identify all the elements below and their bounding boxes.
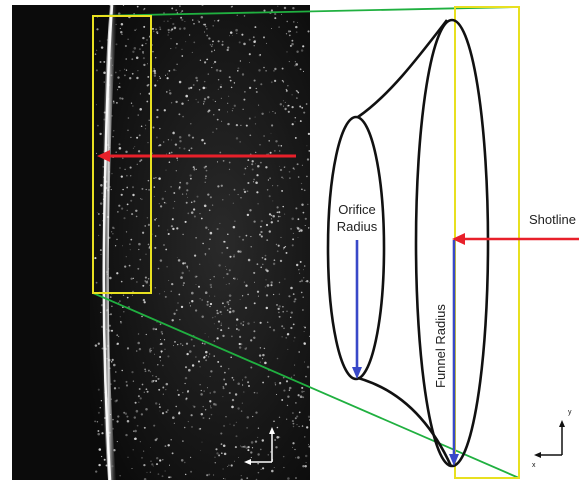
orifice-radius-arrow: [352, 240, 362, 379]
right-triad-x-label: x: [532, 462, 536, 469]
shotline-arrow: [452, 233, 579, 245]
funnel-ellipse: [414, 18, 490, 468]
shotline-label: Shotline: [529, 212, 576, 227]
right-triad-y-label: y: [568, 409, 572, 416]
zoom-box: [92, 15, 152, 294]
funnel-schematic: Orifice Radius Funnel Radius Shotline y …: [326, 6, 579, 479]
sheath-core: [102, 4, 114, 481]
orifice-label-line1: Orifice: [338, 202, 376, 217]
connector-bottom: [92, 292, 520, 479]
photo-red-arrow: [97, 150, 296, 162]
left-axis-triad: [244, 427, 275, 465]
zoom-connectors: [92, 6, 520, 479]
orifice-ellipse: [326, 115, 386, 381]
funnel-upper-flank: [357, 19, 449, 119]
funnel-lower-flank: [357, 376, 453, 467]
photo-panel: [12, 4, 310, 481]
orifice-label-line2: Radius: [337, 219, 378, 234]
funnel-radius-arrow: [449, 240, 459, 466]
photo-glow: [90, 5, 310, 480]
funnel-radius-label: Funnel Radius: [433, 304, 448, 388]
connector-top: [92, 6, 520, 17]
debris-particles: [94, 5, 310, 480]
right-axis-triad: y x: [532, 409, 572, 469]
